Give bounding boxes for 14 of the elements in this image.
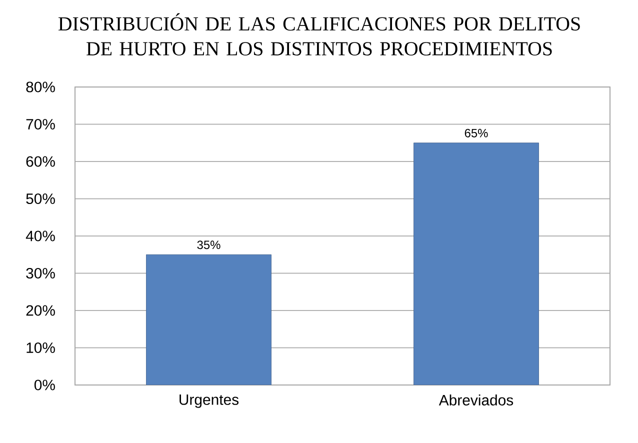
data-label: 65% bbox=[464, 128, 488, 138]
y-tick-label: 80% bbox=[26, 82, 55, 92]
x-tick-label: Urgentes bbox=[180, 394, 239, 408]
chart-title: DISTRIBUCIÓN DE LAS CALIFICACIONES POR DELITOS DE HURTO EN LOS DISTINTOS PROCEDIMIENTOS bbox=[58, 13, 580, 56]
y-tick-label: 10% bbox=[26, 342, 55, 354]
y-tick-label: 70% bbox=[26, 118, 55, 130]
y-tick-label: 60% bbox=[26, 156, 55, 167]
y-tick-label: 0% bbox=[34, 380, 55, 390]
y-tick-label: 50% bbox=[26, 193, 55, 204]
y-tick-label: 30% bbox=[26, 268, 55, 279]
x-tick-label: Abreviados bbox=[438, 394, 514, 406]
data-label: 35% bbox=[197, 240, 220, 250]
y-tick-label: 40% bbox=[26, 230, 55, 242]
y-tick-label: 20% bbox=[26, 305, 55, 316]
